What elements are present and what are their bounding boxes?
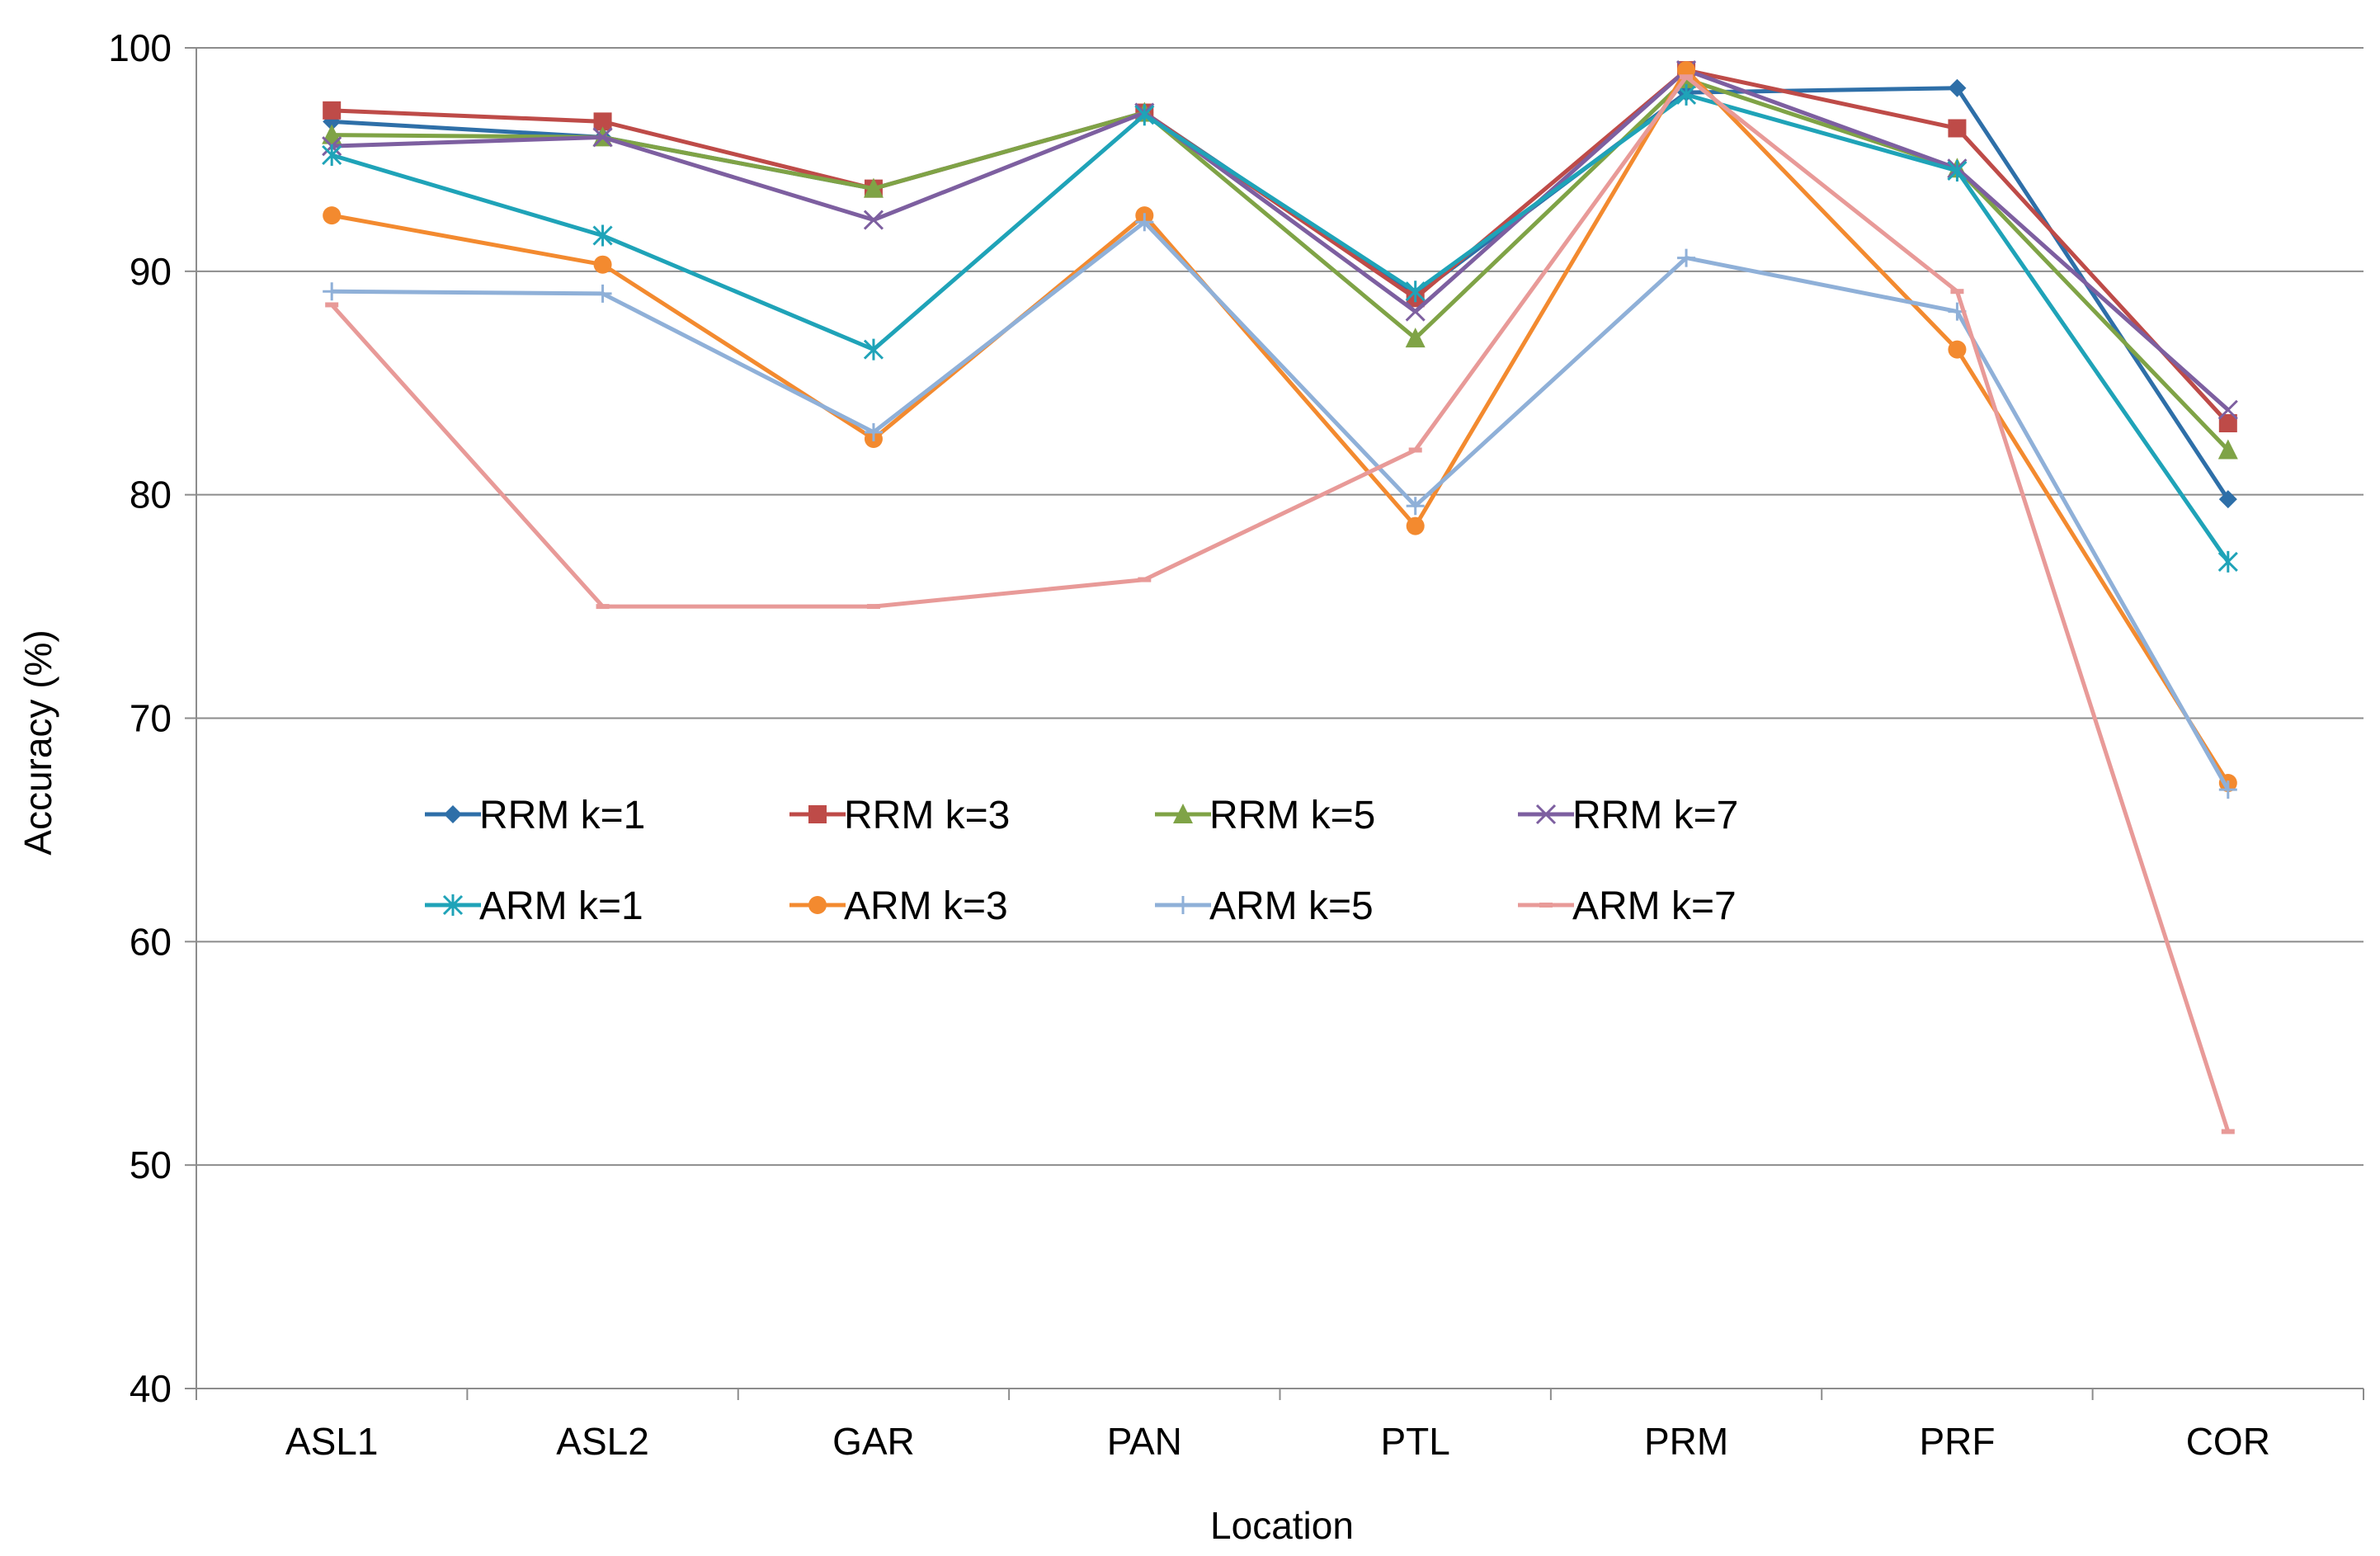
y-tick-label: 80 bbox=[130, 474, 172, 516]
data-point bbox=[2217, 550, 2238, 573]
series-line bbox=[332, 77, 2230, 452]
x-tick-label-asl1: ASL1 bbox=[285, 1420, 379, 1463]
data-point bbox=[592, 127, 613, 148]
data-point bbox=[2221, 1129, 2235, 1134]
legend-item-arm-k-3[interactable]: ARM k=3 bbox=[789, 884, 1008, 928]
data-point bbox=[323, 206, 342, 225]
data-point bbox=[863, 338, 884, 361]
data-point bbox=[2217, 399, 2238, 420]
data-point bbox=[864, 422, 883, 441]
y-tick-label: 40 bbox=[130, 1367, 172, 1410]
data-point bbox=[323, 282, 342, 301]
data-point bbox=[322, 144, 342, 166]
data-point bbox=[866, 604, 880, 610]
legend-label: ARM k=1 bbox=[479, 884, 643, 928]
legend-swatch-marker bbox=[1535, 804, 1557, 825]
legend-swatch-marker bbox=[1173, 804, 1193, 823]
legend[interactable]: RRM k=1 RRM k=3 RRM k=5 RRM k=7 ARM k=1 ARM k… bbox=[425, 794, 1738, 928]
data-point bbox=[593, 255, 612, 274]
data-point bbox=[1405, 328, 1426, 348]
x-tick-label-prf: PRF bbox=[1919, 1420, 1995, 1463]
data-point bbox=[322, 124, 342, 144]
data-point bbox=[1947, 159, 1968, 182]
data-point bbox=[1948, 119, 1967, 138]
legend-label: RRM k=7 bbox=[1572, 794, 1738, 837]
legend-swatch-marker bbox=[808, 896, 827, 914]
data-point bbox=[592, 224, 613, 247]
y-axis-title: Accuracy (%) bbox=[16, 629, 59, 855]
y-tick-label: 50 bbox=[130, 1143, 172, 1186]
legend-label: ARM k=5 bbox=[1209, 884, 1374, 928]
data-point bbox=[1405, 301, 1426, 322]
series-line bbox=[331, 68, 2230, 785]
series-line bbox=[332, 68, 2230, 412]
data-point bbox=[1405, 281, 1426, 303]
data-point bbox=[1948, 78, 1967, 97]
legend-item-arm-k-5[interactable]: ARM k=5 bbox=[1155, 884, 1374, 928]
data-point bbox=[1138, 577, 1152, 582]
data-point bbox=[1406, 497, 1425, 516]
series-rrm-k-3 bbox=[323, 61, 2237, 432]
data-point bbox=[1948, 340, 1967, 359]
data-series bbox=[322, 60, 2238, 1134]
data-point bbox=[325, 302, 339, 308]
legend-swatch-marker bbox=[808, 805, 827, 823]
series-arm-k-7 bbox=[325, 74, 2235, 1134]
series-arm-k-1 bbox=[322, 83, 2238, 573]
data-point bbox=[1134, 104, 1155, 126]
legend-label: ARM k=7 bbox=[1572, 884, 1737, 928]
legend-item-arm-k-7[interactable]: ARM k=7 bbox=[1518, 884, 1737, 928]
data-point bbox=[1135, 213, 1154, 232]
data-point bbox=[2218, 414, 2237, 432]
data-point bbox=[1408, 447, 1422, 453]
legend-item-rrm-k-5[interactable]: RRM k=5 bbox=[1155, 794, 1375, 837]
data-point bbox=[1406, 516, 1425, 535]
data-point bbox=[1680, 74, 1694, 80]
y-tick-label: 70 bbox=[130, 697, 172, 740]
axes: 40 50 60 70 80 90 100 ASL1 ASL2 GAR PAN PTL PRM PRF CO… bbox=[108, 26, 2364, 1463]
legend-label: RRM k=3 bbox=[844, 794, 1010, 837]
data-point bbox=[593, 112, 612, 131]
data-point bbox=[2217, 439, 2238, 460]
legend-swatch-marker bbox=[1539, 903, 1553, 908]
y-tick-label: 90 bbox=[130, 250, 172, 293]
legend-item-rrm-k-1[interactable]: RRM k=1 bbox=[425, 794, 645, 837]
x-tick-label-prm: PRM bbox=[1644, 1420, 1728, 1463]
x-tick-label-pan: PAN bbox=[1107, 1420, 1182, 1463]
legend-label: RRM k=5 bbox=[1209, 794, 1375, 837]
data-point bbox=[2218, 780, 2237, 799]
data-point bbox=[1677, 248, 1696, 267]
data-point bbox=[593, 284, 612, 303]
x-tick-label-asl2: ASL2 bbox=[556, 1420, 649, 1463]
legend-label: RRM k=1 bbox=[479, 794, 645, 837]
data-point bbox=[323, 101, 342, 120]
gridlines bbox=[196, 47, 2364, 1167]
series-line bbox=[332, 219, 2230, 791]
data-point bbox=[1950, 289, 1964, 295]
data-point bbox=[863, 210, 884, 230]
x-axis-title: Location bbox=[1210, 1504, 1354, 1547]
y-tick-label: 60 bbox=[130, 920, 172, 963]
y-tick-label: 100 bbox=[108, 26, 172, 69]
x-tick-label-ptl: PTL bbox=[1381, 1420, 1450, 1463]
legend-label: ARM k=3 bbox=[844, 884, 1008, 928]
legend-swatch-marker bbox=[1174, 896, 1192, 914]
legend-item-rrm-k-7[interactable]: RRM k=7 bbox=[1518, 794, 1738, 837]
data-point bbox=[863, 177, 884, 198]
x-tick-label-cor: COR bbox=[2186, 1420, 2270, 1463]
legend-swatch-marker bbox=[444, 805, 462, 823]
legend-item-rrm-k-3[interactable]: RRM k=3 bbox=[789, 794, 1010, 837]
legend-swatch-marker bbox=[442, 894, 464, 916]
x-tick-label-gar: GAR bbox=[832, 1420, 915, 1463]
series-line bbox=[330, 74, 2231, 1133]
legend-item-arm-k-1[interactable]: ARM k=1 bbox=[425, 884, 643, 928]
series-arm-k-5 bbox=[323, 213, 2237, 799]
series-line bbox=[332, 86, 2230, 501]
data-point bbox=[2218, 490, 2237, 509]
series-line bbox=[331, 92, 2230, 563]
data-point bbox=[596, 604, 610, 610]
